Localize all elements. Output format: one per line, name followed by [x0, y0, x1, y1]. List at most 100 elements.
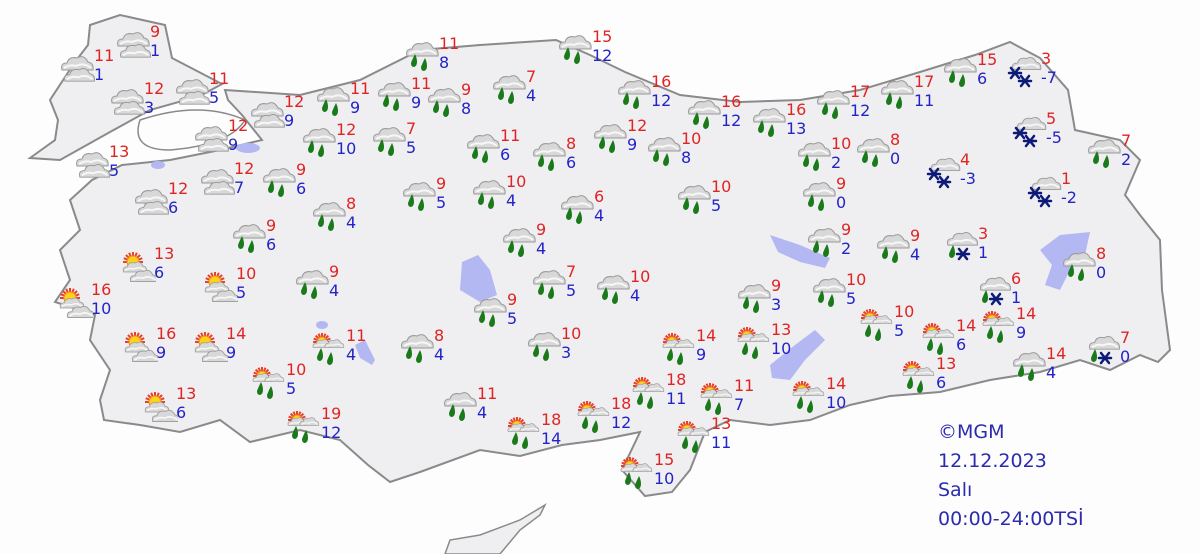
weekday-text: Salı [938, 479, 973, 501]
station-forecast: 10 4 [472, 174, 542, 222]
rain-icon [857, 138, 890, 167]
station-forecast: 11 7 [700, 378, 770, 426]
min-temp: 13 [786, 119, 807, 138]
cloudy-icon [201, 169, 235, 195]
station-forecast: 13 6 [120, 246, 190, 294]
max-temp: 15 [654, 450, 675, 469]
max-temp: 12 [168, 179, 189, 198]
station-forecast: 18 14 [507, 412, 577, 460]
snow-icon [1012, 116, 1047, 148]
min-temp: 11 [666, 389, 687, 408]
min-temp: 6 [566, 153, 577, 172]
min-temp: 6 [956, 335, 967, 354]
rain-icon [474, 298, 507, 327]
station-forecast: 8 6 [532, 136, 602, 184]
max-temp: 12 [627, 116, 648, 135]
station-forecast: 14 9 [192, 326, 262, 374]
min-temp: -7 [1041, 68, 1057, 87]
min-temp: 2 [831, 153, 842, 172]
rain-icon [881, 80, 914, 109]
min-temp: 3 [144, 98, 155, 117]
max-temp: 17 [914, 72, 935, 91]
min-temp: 12 [611, 413, 632, 432]
min-temp: 4 [477, 403, 488, 422]
sun-rain-icon [700, 383, 733, 415]
lake-iznik [236, 143, 260, 153]
rain-icon [378, 82, 411, 111]
station-forecast: 10 3 [527, 326, 597, 374]
sun-rain-icon [662, 333, 695, 365]
station-forecast: 12 9 [593, 118, 663, 166]
rain-icon [738, 284, 771, 313]
max-temp: 3 [1041, 49, 1052, 68]
min-temp: 7 [234, 178, 245, 197]
min-temp: 5 [436, 193, 447, 212]
min-temp: -3 [960, 169, 976, 188]
min-temp: 0 [836, 193, 847, 212]
max-temp: 13 [154, 244, 175, 263]
max-temp: 8 [566, 134, 577, 153]
max-temp: 10 [236, 264, 257, 283]
rain-icon [1088, 139, 1121, 168]
max-temp: 10 [561, 324, 582, 343]
min-temp: 9 [350, 98, 361, 117]
min-temp: 10 [654, 469, 675, 488]
min-temp: 10 [771, 339, 792, 358]
max-temp: 11 [209, 69, 230, 88]
lake-tuz [460, 255, 497, 302]
map-legend: ©MGM 12.12.2023 Salı 00:00-24:00TSİ [938, 418, 1084, 534]
rain-icon [594, 124, 627, 153]
rain-icon [753, 108, 786, 137]
sun-rain-icon [677, 421, 710, 453]
min-temp: 8 [681, 148, 692, 167]
min-temp: 0 [1096, 263, 1107, 282]
max-temp: 19 [321, 404, 342, 423]
max-temp: 11 [500, 126, 521, 145]
station-forecast: 10 2 [797, 136, 867, 184]
min-temp: 12 [592, 46, 613, 65]
station-forecast: 13 6 [142, 386, 212, 434]
rain-icon [533, 142, 566, 171]
partly-cloudy-icon [122, 252, 156, 283]
rain-icon [817, 90, 850, 119]
max-temp: 7 [406, 119, 417, 138]
lake-keban [770, 235, 830, 268]
station-forecast: 18 11 [632, 372, 702, 420]
max-temp: 9 [266, 216, 277, 235]
max-temp: 16 [786, 100, 807, 119]
station-forecast: 9 6 [262, 162, 332, 210]
min-temp: 10 [336, 139, 357, 158]
min-temp: 4 [910, 245, 921, 264]
rain-icon [808, 228, 841, 257]
sun-rain-icon [632, 377, 665, 409]
rain-icon [303, 128, 336, 157]
station-forecast: 15 10 [620, 452, 690, 500]
station-forecast: 14 4 [1012, 346, 1082, 394]
max-temp: 14 [826, 374, 847, 393]
station-forecast: 11 9 [377, 76, 447, 124]
station-forecast: 16 13 [752, 102, 822, 150]
min-temp: 1 [94, 65, 105, 84]
min-temp: 9 [284, 111, 295, 130]
max-temp: 17 [850, 82, 871, 101]
max-temp: 10 [711, 177, 732, 196]
min-temp: -5 [1046, 128, 1062, 147]
lake-uluabat [151, 161, 165, 169]
station-forecast: 8 4 [312, 196, 382, 244]
lake-ataturk [770, 330, 825, 380]
station-forecast: 9 0 [802, 176, 872, 224]
station-forecast: 7 0 [1086, 330, 1156, 378]
station-forecast: 10 5 [252, 362, 322, 410]
rain-icon [401, 334, 434, 363]
min-temp: 4 [1046, 363, 1057, 382]
min-temp: 12 [321, 423, 342, 442]
partly-cloudy-icon [124, 332, 158, 363]
sun-rain-icon [252, 367, 285, 399]
station-forecast: 9 6 [232, 218, 302, 266]
rain-icon [444, 392, 477, 421]
min-temp: 5 [846, 289, 857, 308]
station-forecast: 13 10 [737, 322, 807, 370]
rain-icon [688, 100, 721, 129]
